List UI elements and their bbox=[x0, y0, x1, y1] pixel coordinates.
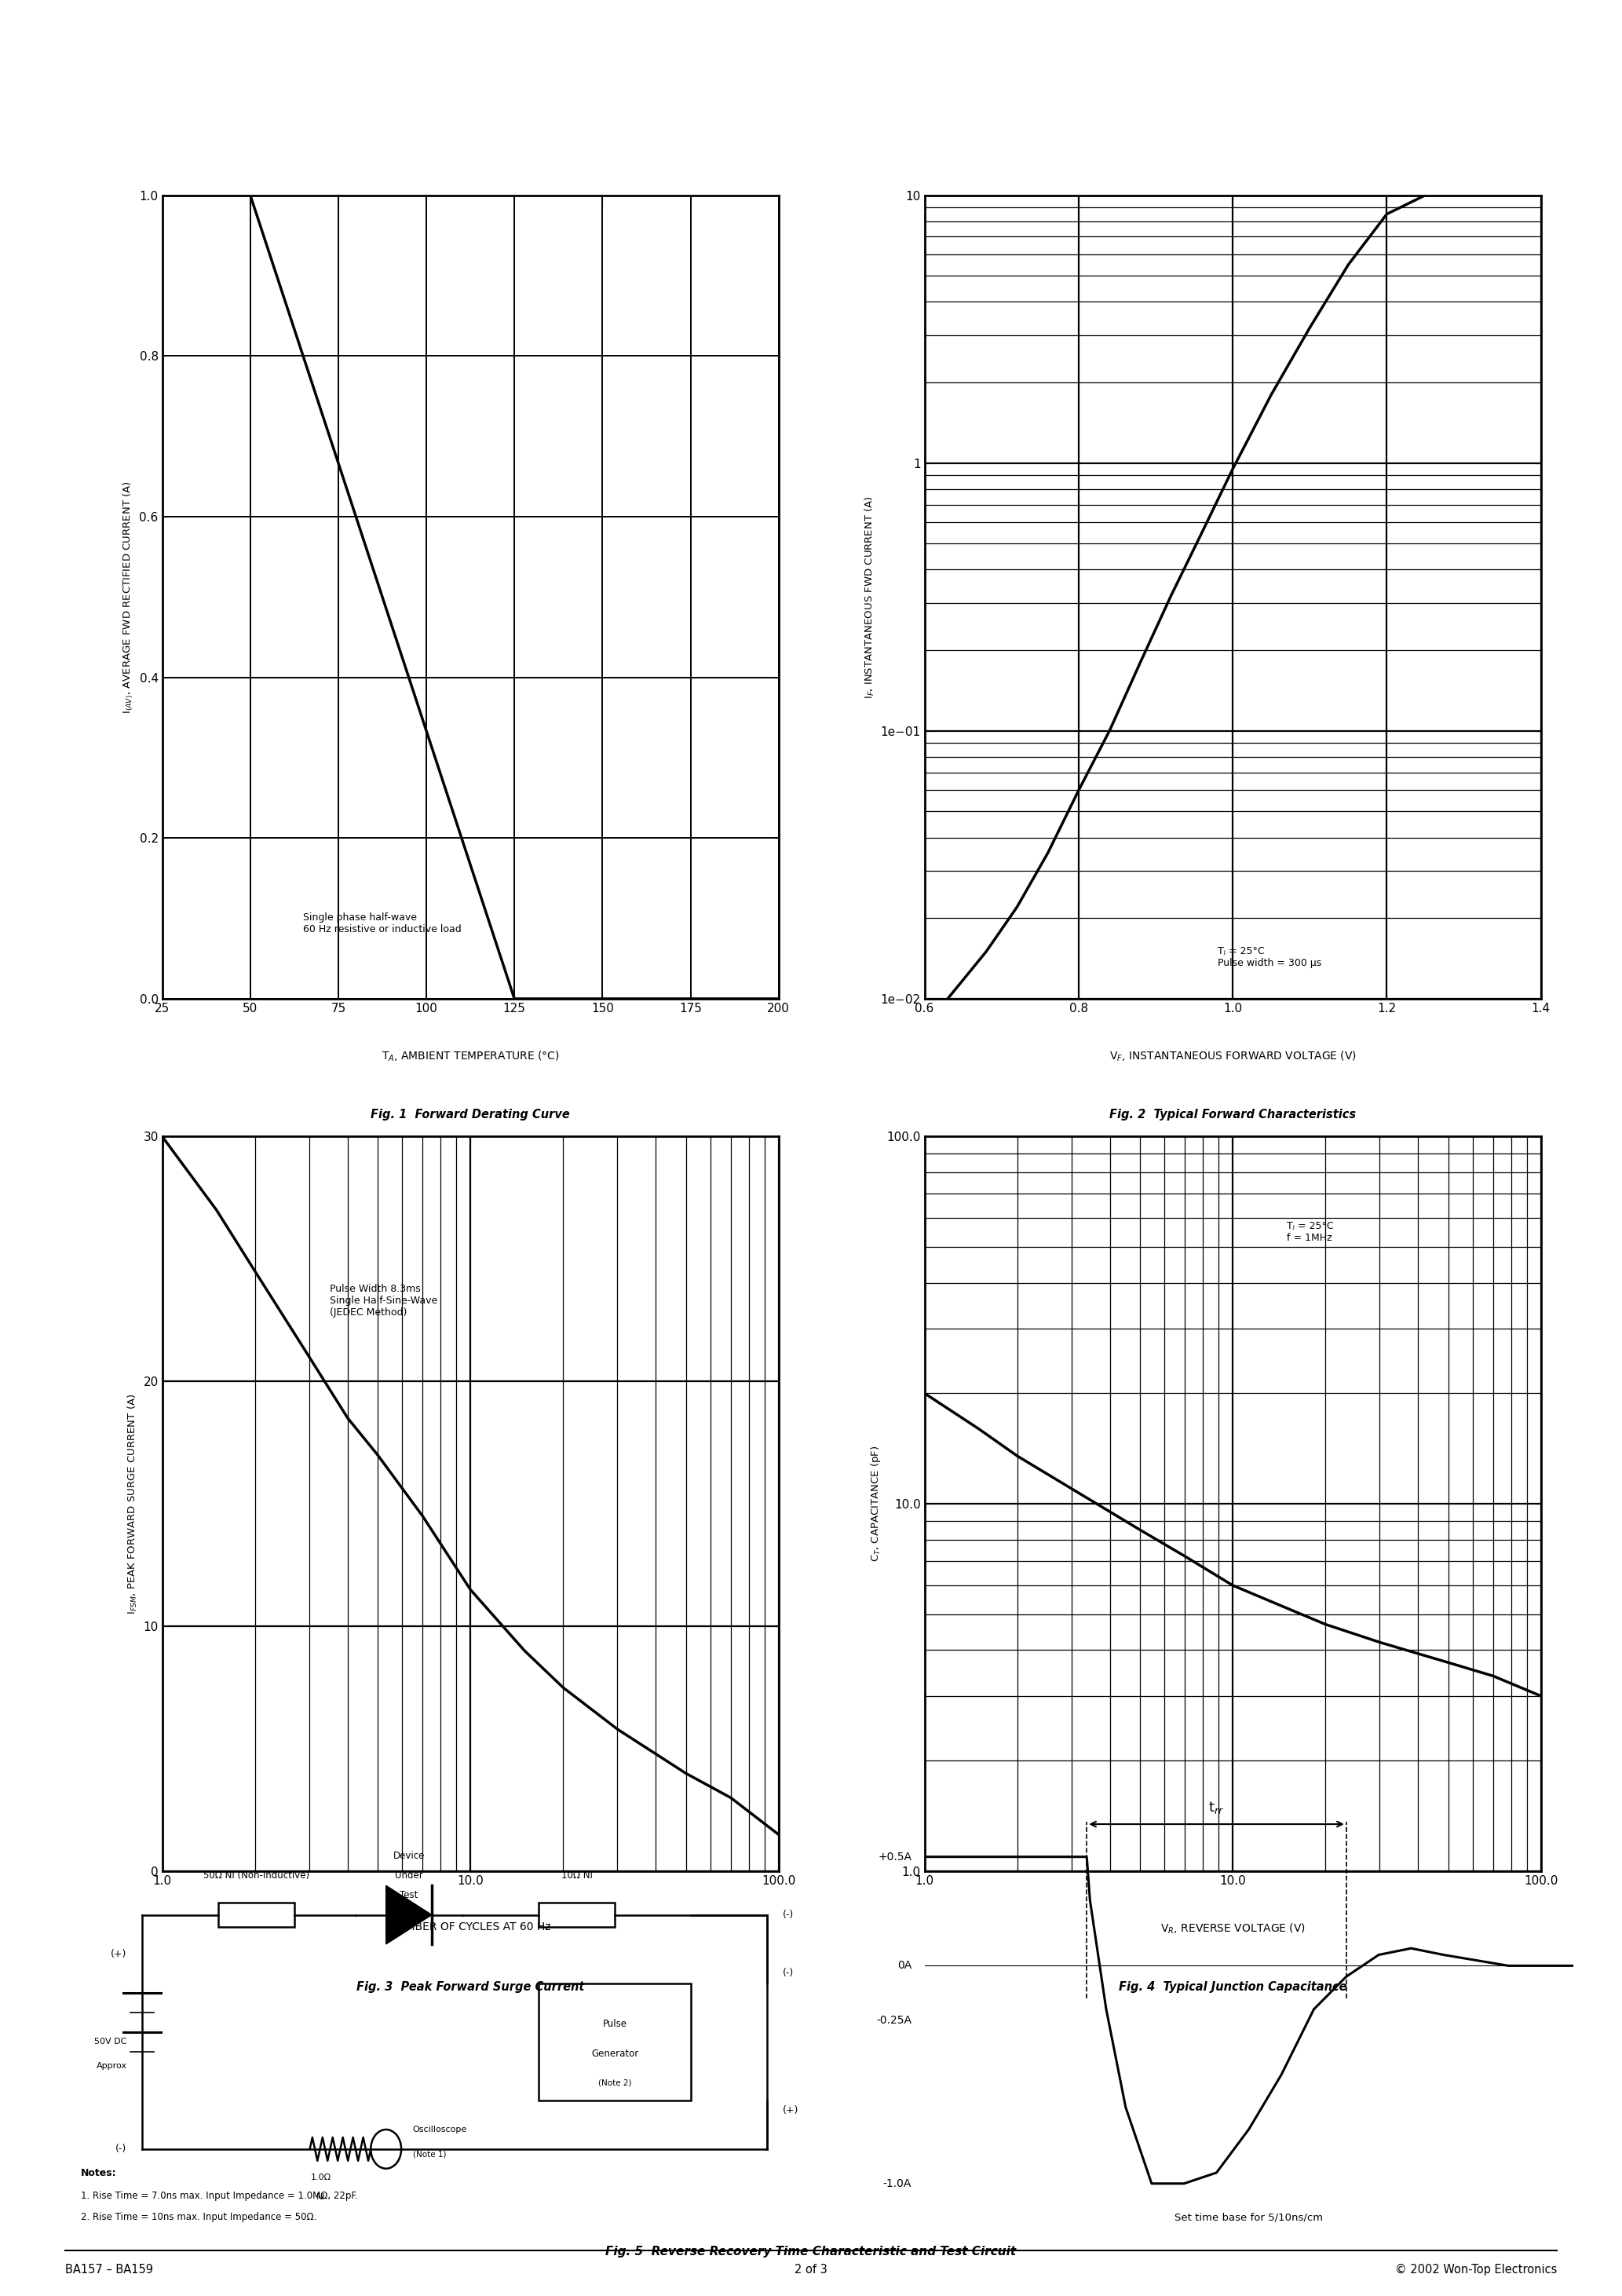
Text: Fig. 2  Typical Forward Characteristics: Fig. 2 Typical Forward Characteristics bbox=[1109, 1109, 1356, 1120]
Text: Oscilloscope: Oscilloscope bbox=[412, 2126, 467, 2133]
Text: © 2002 Won-Top Electronics: © 2002 Won-Top Electronics bbox=[1395, 2264, 1557, 2275]
Text: -1.0A: -1.0A bbox=[882, 2179, 912, 2188]
Text: t$_{rr}$: t$_{rr}$ bbox=[1208, 1800, 1225, 1816]
Text: +0.5A: +0.5A bbox=[878, 1851, 912, 1862]
Text: 1.0Ω: 1.0Ω bbox=[311, 2174, 331, 2181]
Text: Pulse Width 8.3ms
Single Half-Sine-Wave
(JEDEC Method): Pulse Width 8.3ms Single Half-Sine-Wave … bbox=[329, 1283, 438, 1318]
Text: Fig. 4  Typical Junction Capacitance: Fig. 4 Typical Junction Capacitance bbox=[1119, 1981, 1346, 1993]
Y-axis label: I$_{FSM}$, PEAK FORWARD SURGE CURRENT (A): I$_{FSM}$, PEAK FORWARD SURGE CURRENT (A… bbox=[127, 1394, 139, 1614]
Text: T$_A$, AMBIENT TEMPERATURE (°C): T$_A$, AMBIENT TEMPERATURE (°C) bbox=[381, 1049, 560, 1063]
Text: (-): (-) bbox=[782, 1910, 793, 1919]
Text: Device: Device bbox=[393, 1851, 425, 1862]
Text: Single phase half-wave
60 Hz resistive or inductive load: Single phase half-wave 60 Hz resistive o… bbox=[303, 912, 462, 934]
Text: Notes:: Notes: bbox=[81, 2167, 117, 2179]
Text: Set time base for 5/10ns/cm: Set time base for 5/10ns/cm bbox=[1174, 2213, 1324, 2223]
Text: 10Ω NI: 10Ω NI bbox=[561, 1871, 592, 1880]
Text: 1. Rise Time = 7.0ns max. Input Impedance = 1.0MΩ, 22pF.: 1. Rise Time = 7.0ns max. Input Impedanc… bbox=[81, 2190, 358, 2202]
Text: (Note 2): (Note 2) bbox=[599, 2078, 631, 2087]
Text: V$_F$, INSTANTANEOUS FORWARD VOLTAGE (V): V$_F$, INSTANTANEOUS FORWARD VOLTAGE (V) bbox=[1109, 1049, 1356, 1063]
Text: 0A: 0A bbox=[897, 1961, 912, 1972]
Text: Approx: Approx bbox=[96, 2062, 127, 2071]
Text: Test: Test bbox=[399, 1890, 418, 1901]
Text: Fig. 5  Reverse Recovery Time Characteristic and Test Circuit: Fig. 5 Reverse Recovery Time Characteris… bbox=[605, 2245, 1017, 2257]
Y-axis label: C$_T$, CAPACITANCE (pF): C$_T$, CAPACITANCE (pF) bbox=[869, 1446, 882, 1561]
Text: 2. Rise Time = 10ns max. Input Impedance = 50Ω.: 2. Rise Time = 10ns max. Input Impedance… bbox=[81, 2213, 316, 2223]
Text: NUMBER OF CYCLES AT 60 Hz: NUMBER OF CYCLES AT 60 Hz bbox=[389, 1922, 551, 1933]
Text: Tⱼ = 25°C
f = 1MHz: Tⱼ = 25°C f = 1MHz bbox=[1286, 1221, 1333, 1242]
Text: 50V DC: 50V DC bbox=[94, 2039, 127, 2046]
Text: (-): (-) bbox=[782, 1968, 793, 1979]
Text: Fig. 1  Forward Derating Curve: Fig. 1 Forward Derating Curve bbox=[371, 1109, 569, 1120]
Bar bbox=[219, 1903, 295, 1926]
Text: V$_R$, REVERSE VOLTAGE (V): V$_R$, REVERSE VOLTAGE (V) bbox=[1160, 1922, 1306, 1936]
Text: (Note 1): (Note 1) bbox=[412, 2149, 446, 2158]
Text: Generator: Generator bbox=[590, 2048, 639, 2060]
Text: (+): (+) bbox=[782, 2105, 798, 2115]
Text: Pulse: Pulse bbox=[602, 2018, 628, 2030]
Y-axis label: I$_F$, INSTANTANEOUS FWD CURRENT (A): I$_F$, INSTANTANEOUS FWD CURRENT (A) bbox=[863, 496, 876, 698]
Text: (-): (-) bbox=[115, 2144, 127, 2154]
Text: Under: Under bbox=[394, 1871, 423, 1880]
Text: Tⱼ = 25°C
Pulse width = 300 μs: Tⱼ = 25°C Pulse width = 300 μs bbox=[1216, 946, 1322, 969]
Polygon shape bbox=[386, 1885, 431, 1945]
Bar bbox=[539, 1984, 691, 2101]
Text: -0.25A: -0.25A bbox=[876, 2014, 912, 2025]
Bar bbox=[539, 1903, 615, 1926]
Text: (+): (+) bbox=[110, 1949, 127, 1958]
Text: BA157 – BA159: BA157 – BA159 bbox=[65, 2264, 152, 2275]
Text: Fig. 3  Peak Forward Surge Current: Fig. 3 Peak Forward Surge Current bbox=[357, 1981, 584, 1993]
Text: 2 of 3: 2 of 3 bbox=[795, 2264, 827, 2275]
Y-axis label: I$_{(AV)}$, AVERAGE FWD RECTIFIED CURRENT (A): I$_{(AV)}$, AVERAGE FWD RECTIFIED CURREN… bbox=[122, 480, 135, 714]
Text: NI: NI bbox=[316, 2193, 326, 2202]
Text: 50Ω NI (Non-inductive): 50Ω NI (Non-inductive) bbox=[203, 1871, 310, 1880]
